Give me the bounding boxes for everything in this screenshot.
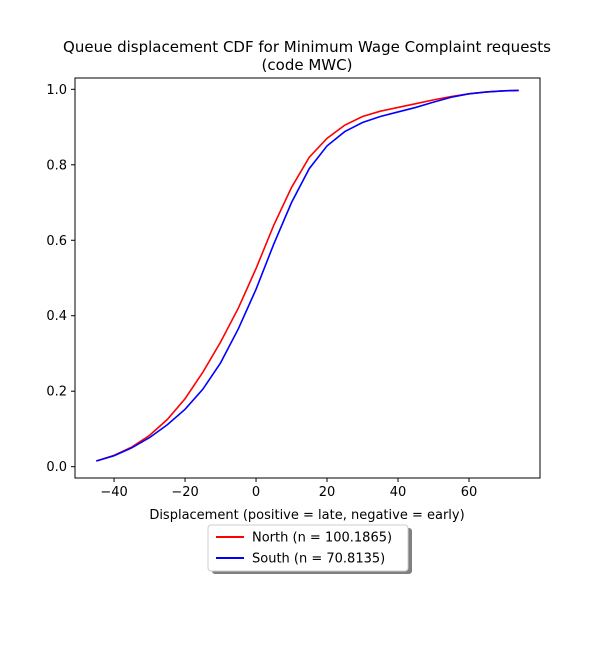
legend: North (n = 100.1865) South (n = 70.8135) xyxy=(207,524,412,574)
plot-area: −40 −20 0 20 40 60 0.0 0.2 0.4 0.6 0.8 1.0 xyxy=(46,77,541,500)
x-tick-label: 40 xyxy=(390,485,407,500)
series-line-0 xyxy=(96,89,519,462)
series-line-1 xyxy=(96,89,519,462)
chart-title-line2: (code MWC) xyxy=(262,56,353,74)
y-tick-label: 0.4 xyxy=(46,309,67,324)
y-tick-label: 0.2 xyxy=(46,385,67,400)
x-tick-label: 20 xyxy=(319,485,336,500)
chart-title-line1: Queue displacement CDF for Minimum Wage … xyxy=(63,38,551,56)
y-tick-label: 0.0 xyxy=(46,460,67,475)
x-tick-label: −40 xyxy=(100,485,127,500)
x-tick-label: −20 xyxy=(171,485,198,500)
x-tick-label: 60 xyxy=(461,485,478,500)
y-tick-label: 0.6 xyxy=(46,234,67,249)
legend-label-north: North (n = 100.1865) xyxy=(252,531,392,546)
x-tick-label: 0 xyxy=(252,485,260,500)
legend-box xyxy=(207,524,409,572)
legend-label-south: South (n = 70.8135) xyxy=(252,552,385,567)
y-tick-label: 0.8 xyxy=(46,158,67,173)
x-axis-label: Displacement (positive = late, negative … xyxy=(149,508,464,523)
axes-frame xyxy=(74,77,541,479)
y-tick-label: 1.0 xyxy=(46,83,67,98)
